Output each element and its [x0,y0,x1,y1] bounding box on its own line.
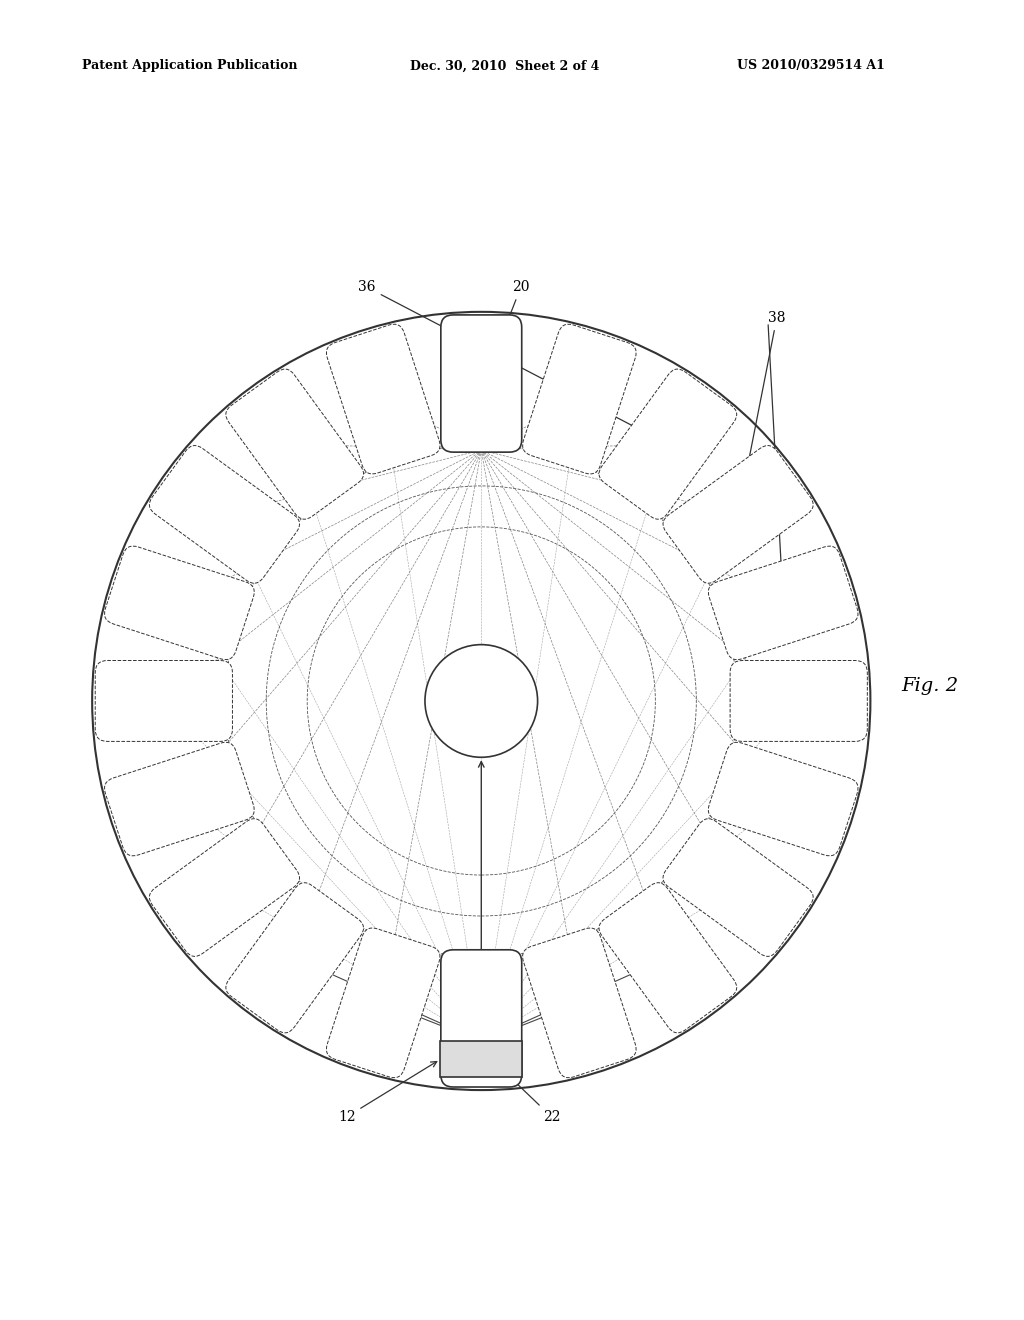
FancyBboxPatch shape [150,818,300,957]
FancyBboxPatch shape [709,742,858,855]
FancyBboxPatch shape [709,546,858,660]
Text: Fig. 2: Fig. 2 [901,677,958,694]
Text: 36: 36 [358,280,665,442]
Text: 38: 38 [737,312,785,511]
FancyBboxPatch shape [441,950,522,1086]
FancyBboxPatch shape [104,742,254,855]
FancyBboxPatch shape [663,446,813,583]
FancyBboxPatch shape [522,325,636,474]
FancyBboxPatch shape [663,818,813,957]
FancyBboxPatch shape [226,370,364,519]
Text: 12: 12 [338,1061,437,1123]
Text: Dec. 30, 2010  Sheet 2 of 4: Dec. 30, 2010 Sheet 2 of 4 [410,59,599,73]
FancyBboxPatch shape [440,315,521,453]
FancyBboxPatch shape [95,660,232,742]
Text: Patent Application Publication: Patent Application Publication [82,59,297,73]
FancyBboxPatch shape [150,446,300,583]
FancyBboxPatch shape [730,660,867,742]
FancyBboxPatch shape [599,883,736,1032]
Text: 20: 20 [482,280,529,384]
FancyBboxPatch shape [522,928,636,1077]
FancyBboxPatch shape [599,370,736,519]
FancyBboxPatch shape [104,546,254,660]
Circle shape [425,644,538,758]
FancyBboxPatch shape [327,325,440,474]
FancyBboxPatch shape [327,928,440,1077]
Text: US 2010/0329514 A1: US 2010/0329514 A1 [737,59,885,73]
Text: 22: 22 [495,1063,560,1123]
FancyBboxPatch shape [226,883,364,1032]
Bar [440,1041,522,1077]
